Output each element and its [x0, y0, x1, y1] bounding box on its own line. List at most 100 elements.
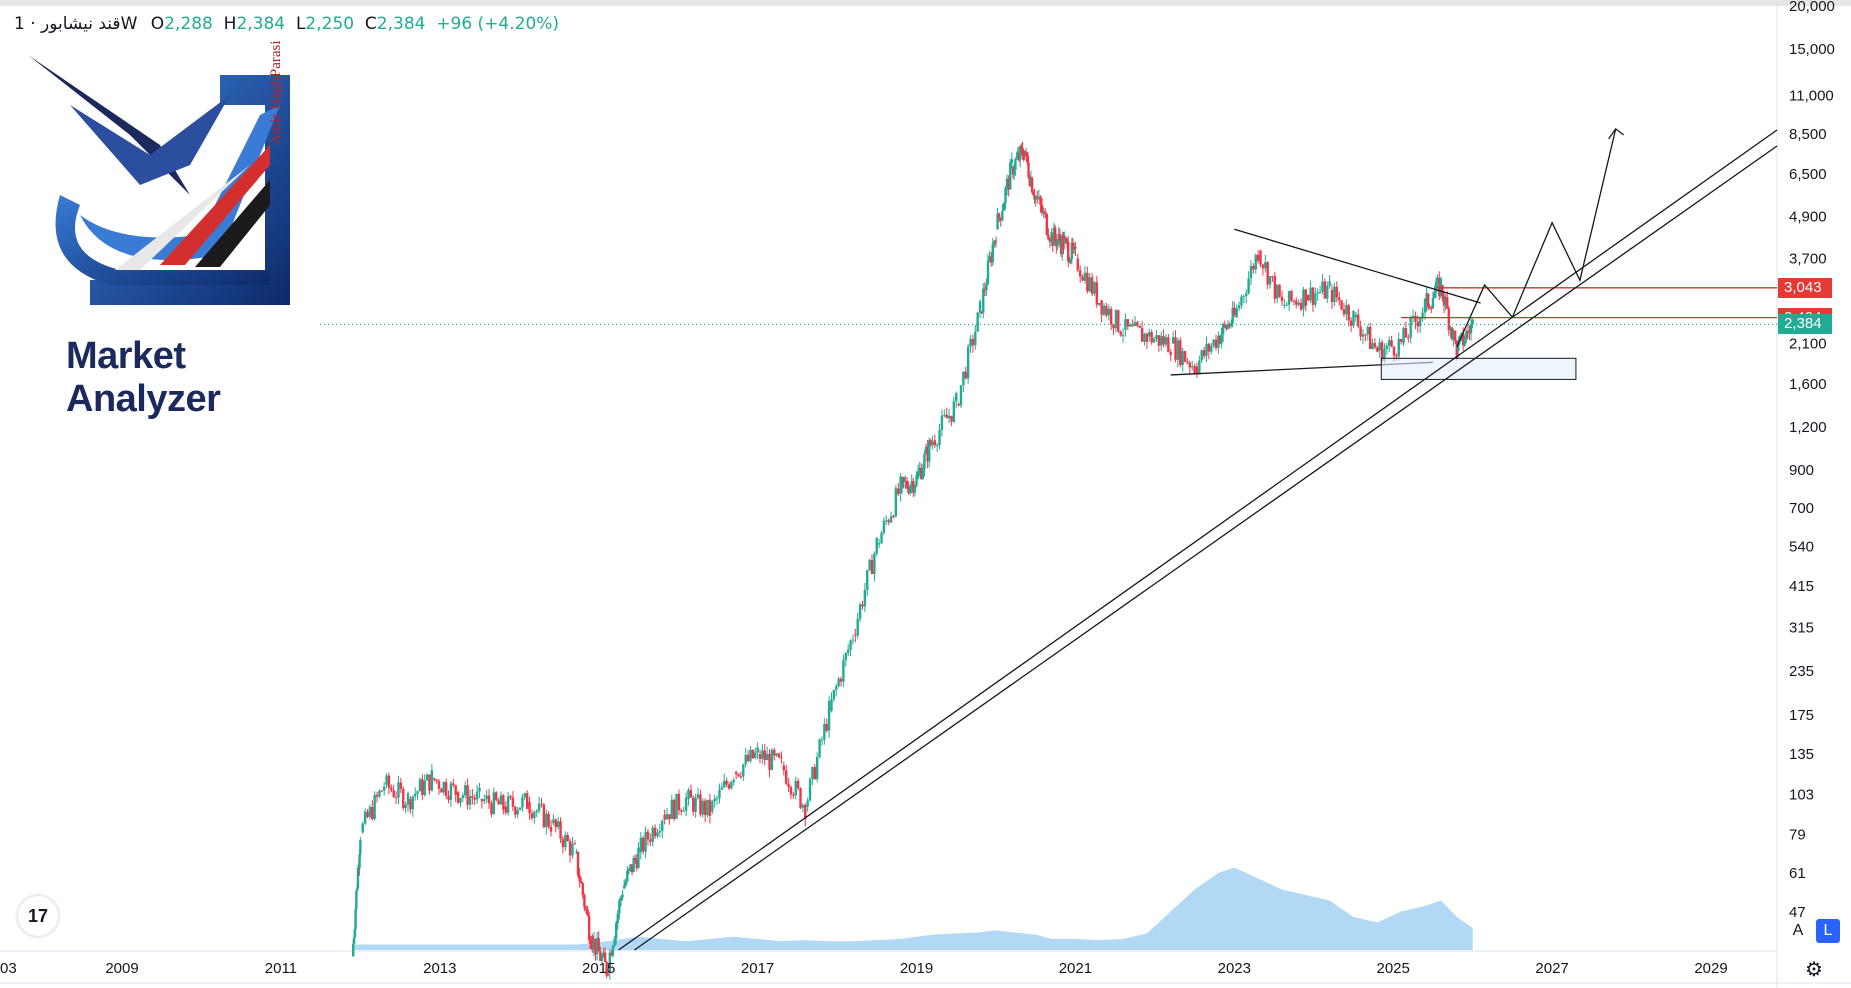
trendline-upper: [618, 129, 1778, 951]
candle-body: [1441, 285, 1444, 297]
candle-body: [600, 956, 604, 961]
candle-body: [916, 471, 920, 479]
candle-body: [483, 799, 486, 802]
price-series: [351, 141, 1474, 980]
candle-body: [1463, 340, 1466, 346]
candle-body: [1280, 296, 1284, 302]
candle-body: [815, 756, 819, 780]
candle-body: [773, 749, 776, 756]
candle-body: [1426, 293, 1430, 308]
candle-body: [1421, 312, 1424, 319]
candle-body: [492, 792, 496, 814]
candle-body: [751, 749, 755, 759]
candle-body: [746, 754, 750, 762]
candle-body: [591, 936, 594, 950]
log-scale-button[interactable]: L: [1816, 919, 1840, 943]
candle-body: [554, 819, 557, 828]
time-axis[interactable]: 03 2009 2011 2013 2015 2017 2019 2021 2023 2025 20…: [0, 960, 1728, 977]
candle-body: [1428, 307, 1431, 309]
candle-body: [626, 871, 629, 882]
candle-body: [1093, 282, 1096, 294]
tradingview-logo-icon[interactable]: 17: [18, 896, 58, 936]
market-analyzer-logo: Market Analyzer: [20, 45, 320, 420]
candle-body: [430, 770, 434, 791]
candle-body: [1007, 178, 1010, 190]
candle-body: [1002, 203, 1006, 211]
candle-body: [547, 813, 550, 827]
y-tick-label: 79: [1789, 826, 1806, 843]
candle-body: [610, 952, 613, 956]
candle-body: [943, 414, 946, 416]
candle-body: [1349, 320, 1353, 326]
candle-body: [811, 767, 814, 779]
price-axis[interactable]: 20,000 15,000 11,000 8,500 6,500 4,900 3,700 2,…: [1789, 0, 1835, 921]
candle-body: [928, 440, 931, 462]
candle-body: [832, 689, 836, 700]
candle-body: [997, 213, 1001, 218]
auto-scale-button[interactable]: A: [1792, 922, 1804, 939]
gear-icon[interactable]: ⚙: [1805, 959, 1823, 981]
y-tick-label: 11,000: [1789, 87, 1834, 104]
candle-body: [1450, 327, 1454, 340]
candle-body: [1013, 169, 1016, 175]
candle-body: [437, 781, 441, 789]
trendline-lower: [634, 145, 1778, 951]
candle-body: [955, 393, 958, 402]
candle-body: [371, 806, 374, 819]
candle-body: [1297, 302, 1300, 305]
candle-body: [1129, 324, 1132, 327]
candle-body: [1226, 324, 1230, 329]
candle-body: [584, 907, 588, 910]
candle-body: [1465, 331, 1468, 341]
candle-body: [523, 793, 527, 798]
candle-body: [595, 938, 599, 955]
candle-body: [950, 415, 953, 422]
candle-body: [1271, 276, 1274, 278]
candle-body: [915, 475, 918, 486]
candle-body: [1045, 214, 1048, 235]
candle-body: [1202, 350, 1206, 356]
candle-body: [511, 797, 515, 807]
candle-body: [632, 857, 635, 873]
candle-body: [1214, 339, 1218, 348]
candle-body: [356, 868, 360, 889]
candle-body: [1086, 272, 1089, 292]
candle-body: [1064, 238, 1068, 240]
candle-body: [851, 639, 855, 641]
candle-body: [882, 520, 886, 533]
y-tick-label: 61: [1789, 865, 1806, 882]
candle-body: [875, 537, 878, 554]
candle-body: [385, 775, 388, 785]
candle-body: [699, 794, 702, 815]
candle-body: [1256, 254, 1260, 261]
candle-body: [629, 864, 632, 869]
candle-body: [1221, 323, 1225, 335]
candle-body: [616, 913, 619, 924]
top-border: [0, 0, 1851, 6]
candle-body: [730, 781, 733, 789]
candle-body: [694, 797, 697, 812]
x-tick-label: 2025: [1377, 960, 1410, 977]
candle-body: [635, 859, 639, 869]
candle-body: [1392, 346, 1396, 356]
x-tick-label: 2013: [423, 960, 456, 977]
candle-body: [1385, 345, 1389, 349]
y-tick-label: 20,000: [1789, 0, 1835, 15]
y-tick-label: 900: [1789, 462, 1814, 479]
candle-body: [825, 723, 828, 731]
candle-body: [1195, 366, 1199, 373]
candle-body: [651, 827, 654, 842]
candle-body: [1105, 305, 1108, 316]
candle-body: [947, 415, 951, 419]
candle-body: [1155, 335, 1158, 339]
candle-body: [1366, 326, 1369, 335]
y-tick-label: 4,900: [1789, 209, 1827, 226]
candle-body: [723, 780, 726, 788]
candle-body: [613, 938, 616, 946]
y-tick-label: 700: [1789, 500, 1814, 517]
candle-body: [926, 446, 929, 462]
candle-body: [1198, 360, 1201, 373]
candle-body: [1328, 281, 1331, 286]
candle-body: [1287, 291, 1291, 305]
